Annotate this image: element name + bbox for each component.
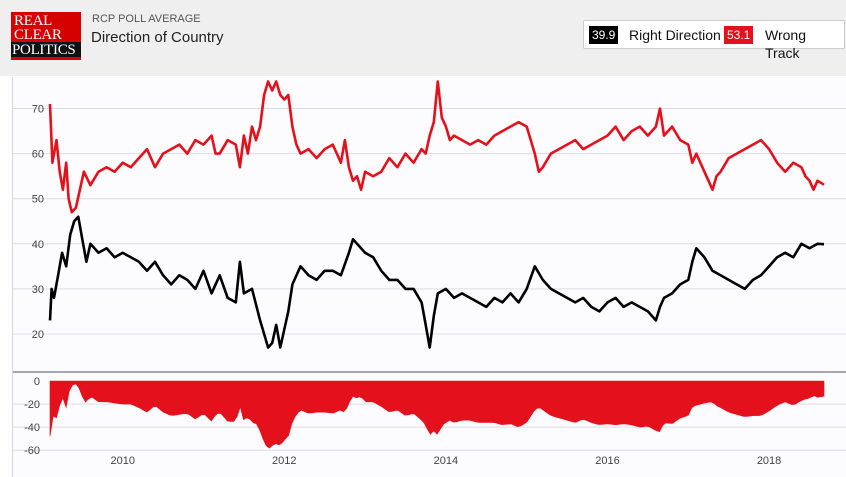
right-direction-label: Right Direction: [629, 27, 721, 43]
y-tick-label: 40: [32, 239, 44, 251]
x-tick-label: 2018: [757, 455, 781, 467]
spread-y-tick-label: -20: [24, 399, 40, 411]
spread-y-tick-label: -40: [24, 422, 40, 434]
spread-y-tick-label: 0: [34, 376, 40, 388]
rcp-logo[interactable]: REAL CLEAR POLITICS: [11, 12, 81, 60]
spread-area: [49, 380, 825, 449]
series-lines: [48, 80, 825, 349]
y-tick-label: 50: [32, 194, 44, 206]
x-tick-label: 2010: [110, 455, 134, 467]
x-tick-label: 2016: [595, 455, 619, 467]
header: REAL CLEAR POLITICS RCP POLL AVERAGE Dir…: [0, 0, 846, 76]
x-axis-ticks: 2010 2012 2014 2016 2018: [110, 455, 781, 467]
spread-y-tick-label: -60: [24, 445, 40, 457]
page-title: Direction of Country: [91, 29, 224, 46]
x-tick-label: 2012: [272, 455, 296, 467]
logo-line-3: POLITICS: [11, 42, 81, 58]
y-tick-label: 20: [32, 329, 44, 341]
logo-line-2: CLEAR: [14, 27, 62, 43]
wrong-track-value: 53.1: [724, 26, 754, 44]
series-right-direction: [48, 215, 825, 349]
series-wrong-track: [48, 80, 825, 214]
y-tick-label: 30: [32, 284, 44, 296]
poll-kicker: RCP POLL AVERAGE: [92, 13, 201, 25]
wrong-track-label: Wrong Track: [765, 27, 806, 61]
logo-line-1: REAL: [14, 13, 52, 29]
right-direction-value: 39.9: [589, 26, 619, 44]
x-tick-label: 2014: [434, 455, 458, 467]
spread-chart: [49, 380, 825, 449]
y-tick-label: 60: [32, 149, 44, 161]
y-axis-ticks: 20 30 40 50 60 70 0 -20 -40 -60: [24, 104, 44, 458]
chart-grid: [13, 108, 846, 451]
y-tick-label: 70: [32, 104, 44, 116]
chart-legend: 39.9 Right Direction 53.1 Wrong Track: [583, 20, 845, 61]
